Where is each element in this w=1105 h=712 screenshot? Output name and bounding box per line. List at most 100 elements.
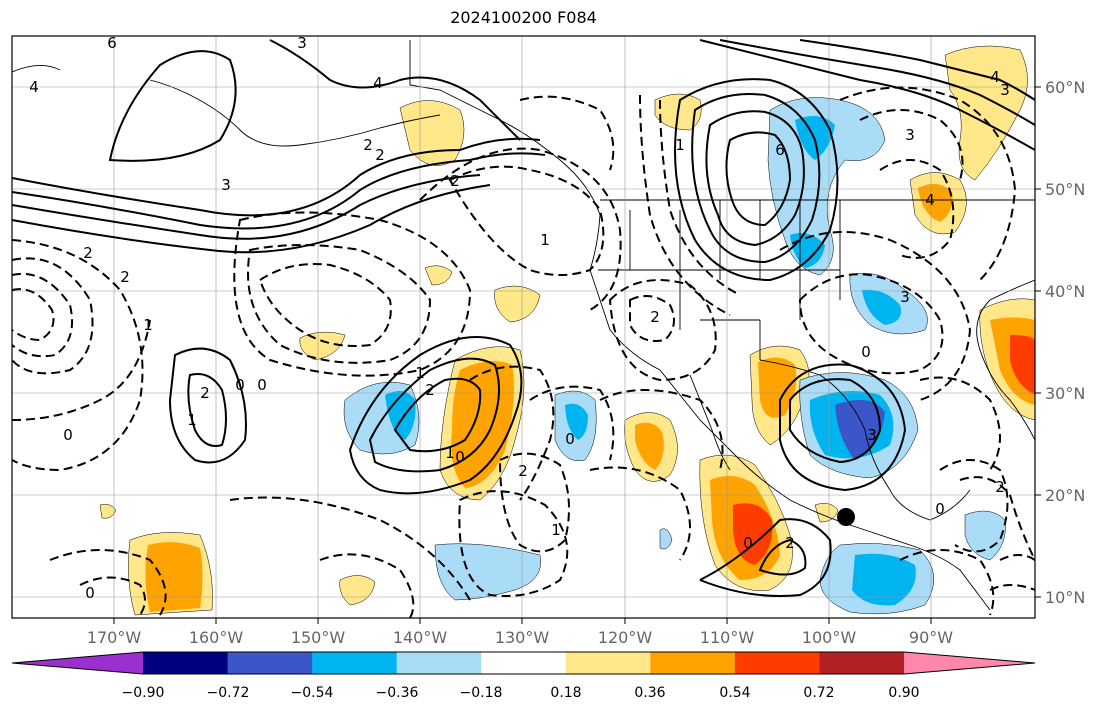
contour-label: 0 [935, 500, 945, 518]
contour-label: 3 [900, 288, 910, 306]
contour-label: 2 [425, 381, 435, 399]
contour-label: 1 [187, 411, 197, 429]
colorbar-tick-label: 0.90 [888, 685, 919, 701]
positive-anomaly-region [145, 542, 203, 612]
contour-label: 0 [455, 448, 465, 466]
lon-label: 170°W [87, 628, 142, 647]
negative-anomaly-region [852, 553, 916, 606]
colorbar-segment [312, 652, 398, 674]
lat-ticks [1035, 86, 1041, 598]
contour-label: 4 [29, 78, 39, 96]
negative-anomaly-region [565, 403, 588, 440]
negative-anomaly-region [862, 289, 901, 325]
colorbar-tick-label: −0.72 [207, 685, 250, 701]
positive-anomaly-region [99, 503, 117, 519]
contour-label: 3 [297, 34, 307, 52]
colorbar-tick-label: 0.54 [719, 685, 750, 701]
contour-label: 0 [257, 376, 267, 394]
positive-anomaly-region [339, 575, 376, 606]
lon-label: 150°W [291, 628, 346, 647]
map-title: 2024100200 F084 [450, 8, 597, 27]
colorbar-segment [143, 652, 229, 674]
graticule [12, 36, 1035, 618]
positive-anomaly-region [758, 357, 797, 418]
lat-label: 60°N [1045, 78, 1085, 97]
positive-anomaly-region [1010, 335, 1035, 395]
colorbar-segment [396, 652, 482, 674]
colorbar-segment [565, 652, 651, 674]
contour-label: 2 [200, 384, 210, 402]
contour-label: 2 [995, 478, 1005, 496]
lon-label: 90°W [909, 628, 953, 647]
colorbar-extend-min [12, 652, 143, 674]
lon-label: 140°W [393, 628, 448, 647]
positive-contours [12, 39, 1035, 597]
coastlines [12, 40, 1035, 611]
colorbar-segment [650, 652, 736, 674]
positive-anomaly-region [635, 422, 664, 470]
positive-anomaly-region [918, 183, 953, 222]
lon-label: 100°W [802, 628, 857, 647]
contour-label: 0 [565, 430, 575, 448]
contour-label: 2 [450, 172, 460, 190]
map-frame [11, 35, 1036, 619]
positive-anomaly-region [814, 503, 839, 523]
contour-label: 3 [1000, 81, 1010, 99]
lat-label: 30°N [1045, 384, 1085, 403]
lon-label: 110°W [700, 628, 755, 647]
colorbar-tick-label: 0.36 [634, 685, 665, 701]
colorbar-tick-label: −0.18 [460, 685, 503, 701]
contour-label: 1 [551, 521, 561, 539]
positive-anomaly-region [424, 265, 453, 286]
negative-contours [12, 86, 1035, 618]
colorbar-extend-max [904, 652, 1035, 674]
contour-label: 1 [143, 316, 153, 334]
colorbar-tick-label: 0.72 [803, 685, 834, 701]
contour-label: 2 [650, 308, 660, 326]
contour-label: 2 [785, 534, 795, 552]
contour-label: 2 [363, 136, 373, 154]
contour-label: 2 [83, 244, 93, 262]
contour-label: 2 [375, 146, 385, 164]
storm-center-marker [837, 508, 855, 526]
contour-label: 4 [373, 74, 383, 92]
contour-label: 4 [990, 68, 1000, 86]
contour-label: 1 [415, 364, 425, 382]
contour-label: 3 [905, 126, 915, 144]
contour-label: 6 [775, 141, 785, 159]
contour-label: 2 [518, 462, 528, 480]
positive-anomaly-region [944, 45, 1028, 181]
lon-label: 120°W [598, 628, 653, 647]
colorbar-outline [11, 651, 1036, 675]
negative-anomaly-region [659, 528, 673, 550]
negative-anomaly-region [767, 97, 886, 276]
colorbar-tick-label: −0.36 [376, 685, 419, 701]
lon-label: 130°W [495, 628, 550, 647]
contour-label: 0 [235, 376, 245, 394]
colorbar [11, 651, 1036, 675]
contour-label: 3 [221, 176, 231, 194]
lat-label: 50°N [1045, 180, 1085, 199]
lat-label: 10°N [1045, 588, 1085, 607]
lat-label: 20°N [1045, 486, 1085, 505]
colorbar-segment [734, 652, 820, 674]
negative-anomaly-region [385, 391, 416, 440]
negative-anomaly-region [964, 510, 1006, 561]
positive-anomaly-region [733, 503, 773, 565]
contour-label: 2 [120, 268, 130, 286]
negative-anomaly-region [434, 543, 541, 601]
contour-label: 1 [540, 231, 550, 249]
lat-label: 40°N [1045, 282, 1085, 301]
contour-label: 4 [925, 191, 935, 209]
contour-label: 0 [85, 584, 95, 602]
colorbar-segment [227, 652, 313, 674]
contour-label: 0 [861, 343, 871, 361]
contour-label: 0 [743, 534, 753, 552]
colorbar-tick-label: −0.54 [291, 685, 334, 701]
contour-label: 3 [867, 426, 877, 444]
lon-label: 160°W [189, 628, 244, 647]
colorbar-tick-label: −0.90 [122, 685, 165, 701]
positive-anomaly-region [299, 331, 346, 361]
